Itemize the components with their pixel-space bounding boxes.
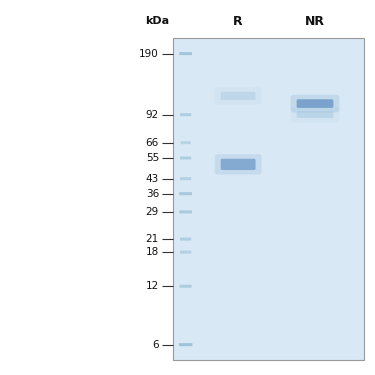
FancyBboxPatch shape bbox=[179, 52, 192, 55]
Text: 92: 92 bbox=[146, 110, 159, 120]
FancyBboxPatch shape bbox=[214, 87, 262, 105]
FancyBboxPatch shape bbox=[220, 92, 256, 100]
FancyBboxPatch shape bbox=[180, 251, 191, 254]
FancyBboxPatch shape bbox=[214, 154, 262, 174]
FancyBboxPatch shape bbox=[180, 238, 191, 241]
FancyBboxPatch shape bbox=[180, 156, 191, 159]
Text: kDa: kDa bbox=[146, 16, 170, 26]
Text: 6: 6 bbox=[152, 340, 159, 350]
Text: 18: 18 bbox=[146, 247, 159, 257]
FancyBboxPatch shape bbox=[181, 141, 190, 144]
FancyBboxPatch shape bbox=[297, 111, 333, 118]
FancyBboxPatch shape bbox=[179, 343, 192, 346]
Text: 21: 21 bbox=[146, 234, 159, 244]
Text: 55: 55 bbox=[146, 153, 159, 163]
FancyBboxPatch shape bbox=[180, 285, 192, 288]
FancyBboxPatch shape bbox=[220, 159, 256, 170]
Text: 190: 190 bbox=[139, 49, 159, 58]
Text: 43: 43 bbox=[146, 174, 159, 184]
FancyBboxPatch shape bbox=[180, 113, 191, 116]
Text: 29: 29 bbox=[146, 207, 159, 217]
Text: 66: 66 bbox=[146, 138, 159, 148]
Text: R: R bbox=[233, 15, 243, 28]
Text: 12: 12 bbox=[146, 281, 159, 291]
Text: NR: NR bbox=[305, 15, 325, 28]
FancyBboxPatch shape bbox=[291, 95, 339, 112]
FancyBboxPatch shape bbox=[297, 99, 333, 108]
FancyBboxPatch shape bbox=[179, 210, 192, 213]
Text: 36: 36 bbox=[146, 189, 159, 199]
Bar bbox=[172, 38, 364, 360]
FancyBboxPatch shape bbox=[291, 107, 339, 123]
FancyBboxPatch shape bbox=[180, 177, 191, 180]
FancyBboxPatch shape bbox=[179, 192, 192, 195]
